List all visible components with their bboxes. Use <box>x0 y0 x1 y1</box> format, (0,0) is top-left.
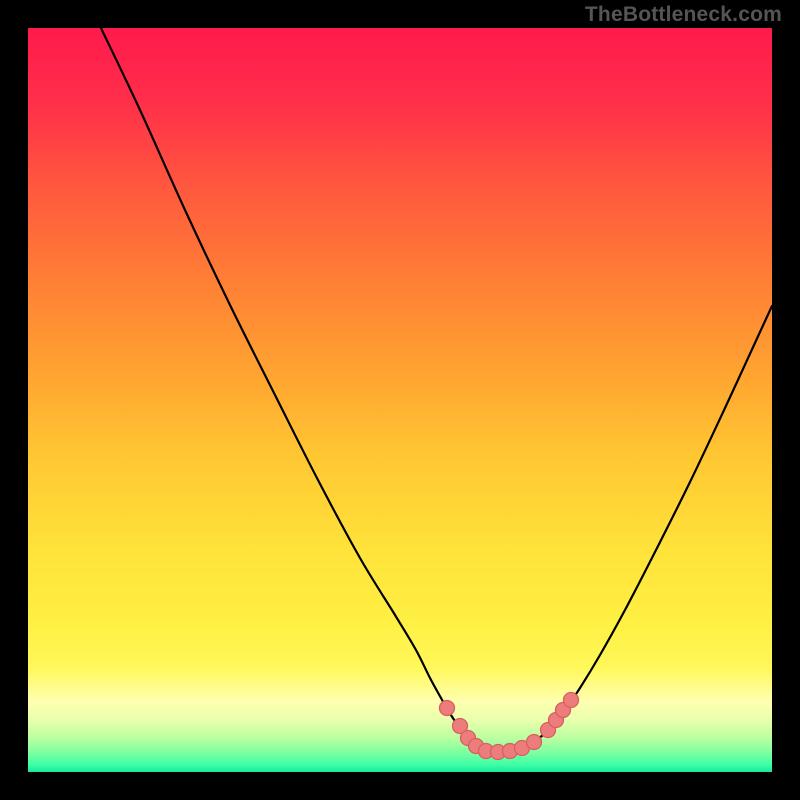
chart-svg <box>0 0 800 800</box>
gradient-background <box>28 28 772 772</box>
marker-point <box>564 693 579 708</box>
chart-root: TheBottleneck.com <box>0 0 800 800</box>
marker-point <box>440 701 455 716</box>
marker-point <box>527 735 542 750</box>
watermark-text: TheBottleneck.com <box>585 3 782 27</box>
